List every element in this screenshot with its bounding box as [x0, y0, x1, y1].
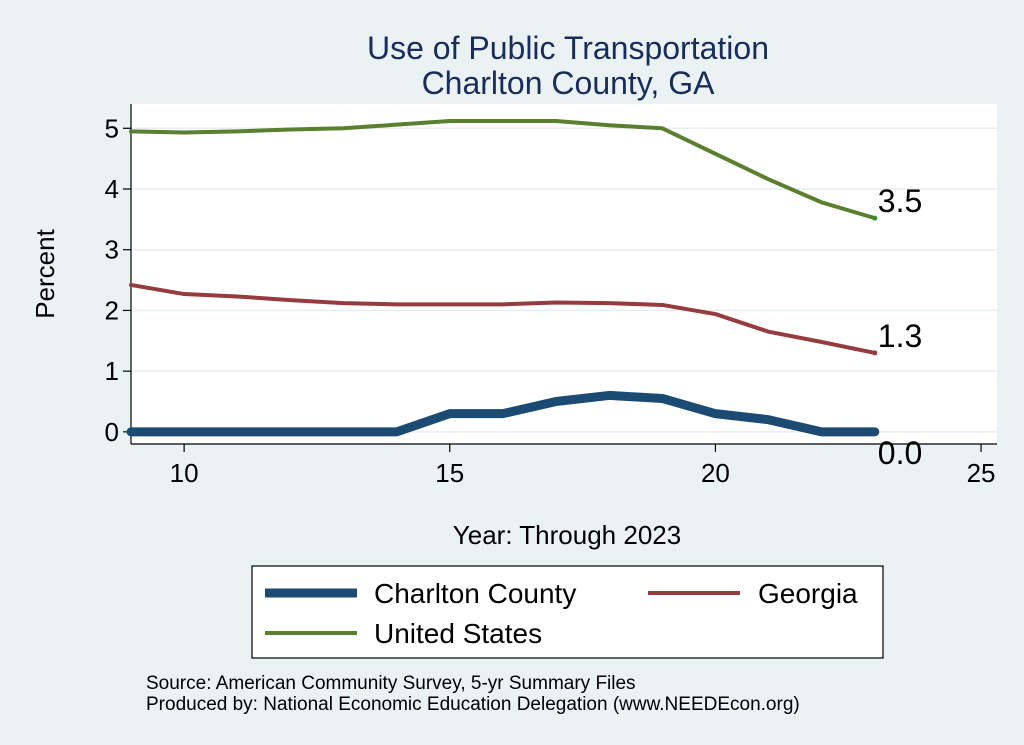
legend-box	[251, 565, 884, 659]
chart-title-line-2: Charlton County, GA	[422, 65, 716, 101]
producer-note: Produced by: National Economic Education…	[146, 694, 800, 715]
end-label-charlton-county: 0.0	[878, 435, 922, 471]
end-labels: 0.0 1.3 3.5	[872, 183, 922, 471]
source-note: Source: American Community Survey, 5-yr …	[146, 673, 636, 694]
y-tick-label: 4	[105, 174, 119, 204]
x-tick-label: 25	[967, 458, 996, 488]
chart-title-line-1: Use of Public Transportation	[367, 30, 769, 66]
end-point-charlton-county	[872, 429, 878, 435]
y-tick-label: 1	[105, 356, 119, 386]
x-tick-label: 10	[170, 458, 199, 488]
series-lines	[126, 119, 880, 437]
legend: Charlton County Georgia United States	[265, 578, 858, 649]
x-tick-label: 15	[435, 458, 464, 488]
end-point-united-states	[872, 215, 878, 221]
legend-label-united-states: United States	[374, 618, 542, 649]
y-tick-label: 2	[105, 295, 119, 325]
legend-label-georgia: Georgia	[758, 578, 858, 609]
y-axis-label: Percent	[30, 228, 60, 318]
plot-area	[131, 104, 997, 444]
series-line-charlton-county	[126, 390, 880, 437]
series-line-georgia	[129, 282, 877, 355]
x-axis-label: Year: Through 2023	[453, 520, 681, 550]
y-tick-label: 5	[105, 113, 119, 143]
end-label-georgia: 1.3	[878, 318, 922, 354]
end-label-united-states: 3.5	[878, 183, 922, 219]
legend-label-charlton-county: Charlton County	[374, 578, 576, 609]
y-tick-label: 3	[105, 235, 119, 265]
end-point-georgia	[872, 350, 878, 356]
x-tick-label: 20	[701, 458, 730, 488]
series-line-united-states	[129, 119, 877, 221]
y-tick-label: 0	[105, 417, 119, 447]
axes: 0 1 2 3 4 5 10 15 20 25	[105, 104, 997, 488]
